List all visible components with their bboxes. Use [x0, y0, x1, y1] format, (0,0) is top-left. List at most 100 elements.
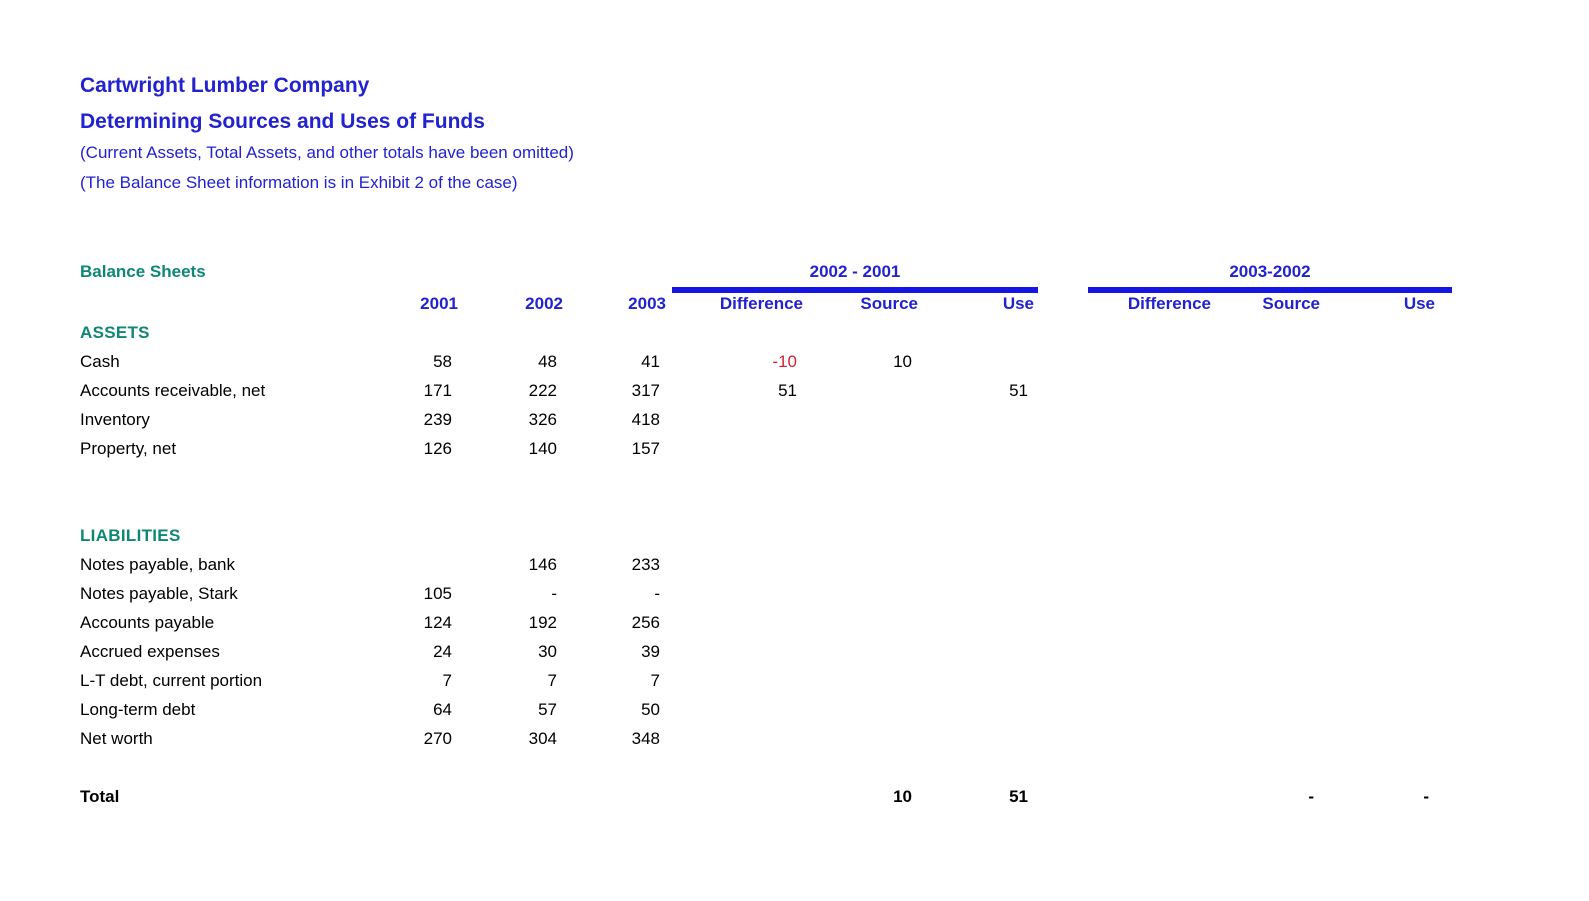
value-cell	[920, 347, 1036, 376]
value-cell	[1036, 637, 1213, 666]
value-cell	[668, 608, 805, 637]
value-cell: 304	[528, 729, 557, 748]
value-cell	[370, 492, 460, 521]
table-row: Inventory 239 326 418	[80, 405, 1437, 434]
value-cell	[1322, 318, 1437, 347]
value-cell: 7	[650, 671, 660, 690]
row-label: Notes payable, Stark	[80, 584, 238, 603]
value-cell	[805, 695, 920, 724]
value-cell	[805, 753, 920, 782]
value-cell	[1036, 666, 1213, 695]
value-cell	[920, 637, 1036, 666]
value-cell	[920, 724, 1036, 753]
row-label	[80, 463, 370, 492]
col-header-2002: 2002	[525, 294, 563, 313]
value-cell	[565, 521, 668, 550]
table-row: Long-term debt 64 57 50	[80, 695, 1437, 724]
value-cell	[668, 753, 805, 782]
value-cell	[1213, 666, 1322, 695]
value-cell: 326	[528, 410, 557, 429]
value-cell	[1036, 347, 1213, 376]
value-cell	[1322, 492, 1437, 521]
value-cell	[1322, 608, 1437, 637]
row-label: Notes payable, bank	[80, 555, 235, 574]
group-header-2003-2002: 2003-2002	[1229, 262, 1311, 281]
section-header-row: LIABILITIES	[80, 521, 1437, 550]
value-cell: 418	[631, 410, 660, 429]
value-cell	[805, 608, 920, 637]
value-cell	[920, 695, 1036, 724]
value-cell	[805, 724, 920, 753]
value-cell	[565, 463, 668, 492]
group-underline-bar-right	[1088, 287, 1452, 293]
value-cell	[1213, 724, 1322, 753]
value-cell	[1213, 405, 1322, 434]
value-cell	[1322, 550, 1437, 579]
value-cell	[668, 782, 805, 811]
value-cell: 58	[433, 352, 452, 371]
value-cell	[920, 434, 1036, 463]
value-cell	[370, 550, 460, 579]
value-cell	[1036, 753, 1213, 782]
value-cell	[1322, 695, 1437, 724]
company-title: Cartwright Lumber Company	[80, 74, 370, 97]
value-cell	[1213, 521, 1322, 550]
value-cell	[460, 463, 565, 492]
note-exhibit-reference: (The Balance Sheet information is in Exh…	[80, 173, 518, 192]
value-cell: 57	[538, 700, 557, 719]
value-cell: 10	[893, 787, 912, 806]
value-cell	[1322, 637, 1437, 666]
value-cell	[668, 637, 805, 666]
value-cell	[920, 492, 1036, 521]
value-cell: 51	[778, 381, 797, 400]
value-cell	[920, 318, 1036, 347]
value-cell: 30	[538, 642, 557, 661]
value-cell: 140	[528, 439, 557, 458]
row-label: Inventory	[80, 410, 150, 429]
value-cell	[668, 579, 805, 608]
value-cell	[370, 463, 460, 492]
value-cell: 64	[433, 700, 452, 719]
value-cell	[370, 521, 460, 550]
table-row: Net worth 270 304 348	[80, 724, 1437, 753]
value-cell	[805, 492, 920, 521]
value-cell	[1322, 405, 1437, 434]
value-cell: 124	[423, 613, 452, 632]
value-cell	[805, 463, 920, 492]
value-cell	[668, 405, 805, 434]
value-cell	[460, 492, 565, 521]
value-cell	[565, 318, 668, 347]
value-cell	[1036, 434, 1213, 463]
value-cell	[1036, 782, 1213, 811]
value-cell	[1322, 666, 1437, 695]
value-cell	[805, 521, 920, 550]
value-cell	[668, 550, 805, 579]
value-cell: 256	[631, 613, 660, 632]
value-cell	[1322, 753, 1437, 782]
col-header-difference-2: Difference	[1127, 294, 1211, 313]
value-cell	[565, 782, 668, 811]
value-cell	[805, 666, 920, 695]
column-header-row: 2001 2002 2003 Difference Source Use Dif…	[80, 289, 1437, 318]
value-cell	[1213, 579, 1322, 608]
row-label: Cash	[80, 352, 120, 371]
value-cell: 50	[641, 700, 660, 719]
value-cell	[668, 492, 805, 521]
row-label: Total	[80, 787, 120, 806]
blank-row	[80, 753, 1437, 782]
value-cell	[1322, 724, 1437, 753]
value-cell	[920, 463, 1036, 492]
value-cell	[1213, 753, 1322, 782]
row-label: Accounts payable	[80, 613, 215, 632]
value-cell	[1036, 318, 1213, 347]
row-label: Property, net	[80, 439, 177, 458]
total-row: Total 10 51 - -	[80, 782, 1437, 811]
value-cell	[668, 724, 805, 753]
value-cell: 48	[538, 352, 557, 371]
value-cell	[565, 753, 668, 782]
value-cell	[1322, 521, 1437, 550]
value-cell: 105	[423, 584, 452, 603]
document-header: Cartwright Lumber Company Determining So…	[80, 72, 574, 196]
value-cell	[1213, 434, 1322, 463]
row-label: Accrued expenses	[80, 642, 220, 661]
